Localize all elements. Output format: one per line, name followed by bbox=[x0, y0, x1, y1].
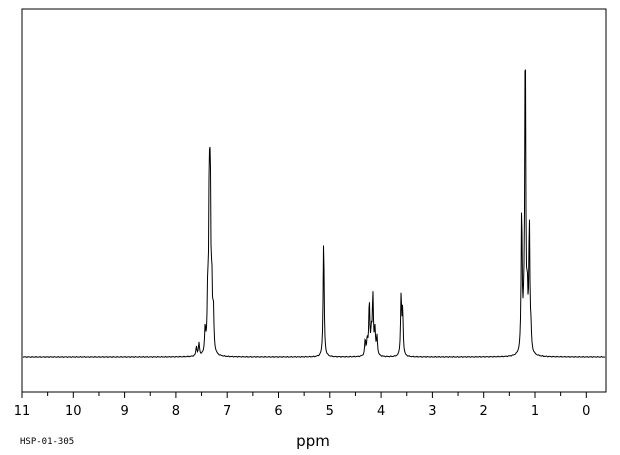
x-tick-label: 11 bbox=[14, 404, 31, 419]
x-tick-label: 2 bbox=[480, 404, 488, 419]
x-tick-label: 9 bbox=[120, 404, 128, 419]
x-tick-label: 7 bbox=[223, 404, 231, 419]
plot-frame bbox=[21, 8, 607, 393]
x-tick-label: 8 bbox=[172, 404, 180, 419]
x-tick-label: 5 bbox=[326, 404, 334, 419]
x-tick-label: 1 bbox=[531, 404, 539, 419]
x-tick-label: 3 bbox=[428, 404, 436, 419]
x-axis-ticks bbox=[21, 392, 587, 398]
spectrum-line bbox=[22, 69, 606, 358]
spectrum-series bbox=[22, 69, 606, 358]
x-axis-label: ppm bbox=[296, 432, 330, 450]
x-tick-label: 4 bbox=[377, 404, 385, 419]
x-tick-label: 10 bbox=[65, 404, 82, 419]
x-tick-label: 0 bbox=[582, 404, 590, 419]
x-tick-label: 6 bbox=[274, 404, 282, 419]
sample-id-annotation: HSP-01-305 bbox=[20, 437, 74, 447]
x-axis-tick-labels: 11 10 9 8 7 6 5 4 3 2 1 0 bbox=[14, 404, 591, 419]
